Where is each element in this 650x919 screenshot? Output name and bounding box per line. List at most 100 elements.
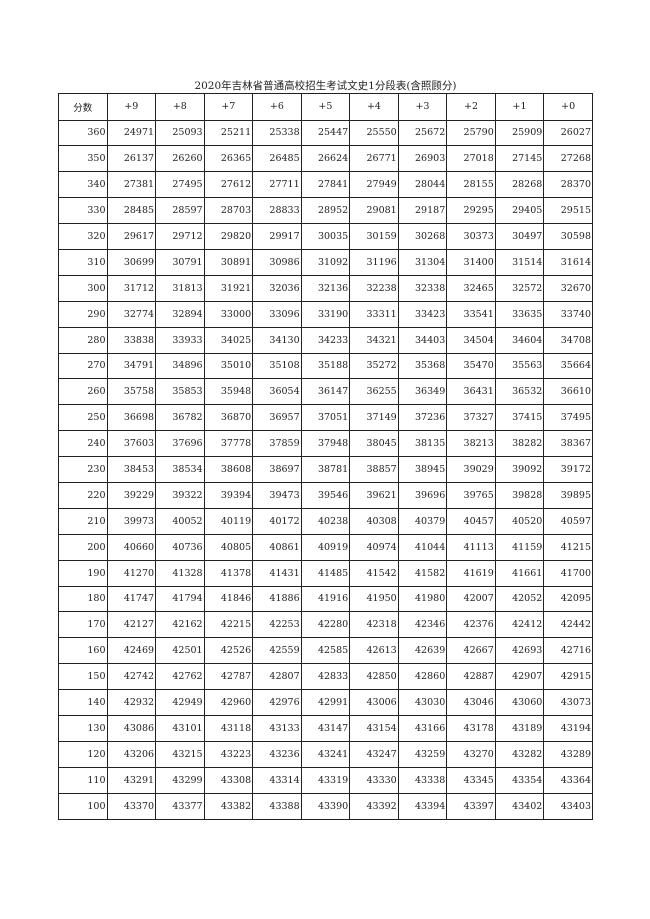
count-cell: 25093 bbox=[155, 119, 205, 147]
score-cell: 280 bbox=[58, 326, 108, 354]
score-cell: 130 bbox=[58, 714, 108, 742]
count-cell: 29712 bbox=[155, 223, 205, 250]
count-cell: 36957 bbox=[252, 404, 302, 432]
count-cell: 29515 bbox=[543, 197, 593, 225]
count-cell: 43189 bbox=[494, 714, 545, 742]
count-cell: 39322 bbox=[155, 481, 205, 509]
count-cell: 43314 bbox=[252, 766, 302, 794]
count-cell: 40457 bbox=[446, 507, 496, 535]
count-cell: 40974 bbox=[349, 533, 399, 561]
count-cell: 34130 bbox=[252, 326, 302, 354]
count-cell: 35368 bbox=[397, 352, 448, 380]
count-cell: 42742 bbox=[106, 663, 157, 691]
count-cell: 41980 bbox=[397, 585, 448, 613]
count-cell: 42887 bbox=[446, 663, 496, 691]
count-cell: 42991 bbox=[300, 689, 351, 716]
count-cell: 42376 bbox=[446, 611, 496, 639]
count-cell: 32670 bbox=[543, 274, 593, 302]
count-cell: 43282 bbox=[494, 740, 545, 768]
count-cell: 43394 bbox=[397, 792, 448, 820]
count-cell: 25909 bbox=[494, 119, 545, 147]
count-cell: 43370 bbox=[106, 792, 157, 820]
count-cell: 33838 bbox=[106, 326, 157, 354]
header-offset: +7 bbox=[203, 93, 254, 121]
count-cell: 39029 bbox=[446, 456, 496, 483]
count-cell: 33311 bbox=[349, 300, 399, 328]
count-cell: 34233 bbox=[300, 326, 351, 354]
score-cell: 160 bbox=[58, 637, 108, 665]
count-cell: 29820 bbox=[203, 223, 254, 250]
count-cell: 42095 bbox=[543, 585, 593, 613]
count-cell: 42559 bbox=[252, 637, 302, 665]
count-cell: 27145 bbox=[494, 145, 545, 173]
count-cell: 42932 bbox=[106, 689, 157, 716]
count-cell: 37149 bbox=[349, 404, 399, 432]
count-cell: 34708 bbox=[543, 326, 593, 354]
count-cell: 34604 bbox=[494, 326, 545, 354]
count-cell: 43223 bbox=[203, 740, 254, 768]
count-cell: 42716 bbox=[543, 637, 593, 665]
count-cell: 34321 bbox=[349, 326, 399, 354]
count-cell: 30699 bbox=[106, 248, 157, 276]
score-cell: 220 bbox=[58, 481, 108, 509]
score-cell: 170 bbox=[58, 611, 108, 639]
score-cell: 150 bbox=[58, 663, 108, 691]
count-cell: 42215 bbox=[203, 611, 254, 639]
count-cell: 43308 bbox=[203, 766, 254, 794]
score-cell: 310 bbox=[58, 248, 108, 276]
count-cell: 31304 bbox=[397, 248, 448, 276]
header-offset: +1 bbox=[494, 93, 545, 121]
count-cell: 39895 bbox=[543, 481, 593, 509]
table-title: 2020年吉林省普通高校招生考试文史1分段表(含照顾分) bbox=[194, 80, 457, 92]
score-cell: 260 bbox=[58, 378, 108, 406]
count-cell: 30497 bbox=[494, 223, 545, 250]
header-row: 分数 +9 +8 +7 +6 +5 +4 +3 +2 +1 +0 bbox=[58, 93, 593, 121]
count-cell: 37603 bbox=[106, 430, 157, 458]
count-cell: 41582 bbox=[397, 559, 448, 587]
count-cell: 31092 bbox=[300, 248, 351, 276]
count-cell: 38282 bbox=[494, 430, 545, 458]
count-cell: 42833 bbox=[300, 663, 351, 691]
count-cell: 27841 bbox=[300, 171, 351, 199]
score-cell: 270 bbox=[58, 352, 108, 380]
count-cell: 40308 bbox=[349, 507, 399, 535]
count-cell: 41916 bbox=[300, 585, 351, 613]
count-cell: 29081 bbox=[349, 197, 399, 225]
count-cell: 32338 bbox=[397, 274, 448, 302]
count-cell: 43060 bbox=[494, 689, 545, 716]
count-cell: 43259 bbox=[397, 740, 448, 768]
count-cell: 37051 bbox=[300, 404, 351, 432]
count-cell: 41846 bbox=[203, 585, 254, 613]
count-cell: 41215 bbox=[543, 533, 593, 561]
count-cell: 35272 bbox=[349, 352, 399, 380]
count-cell: 41619 bbox=[446, 559, 496, 587]
count-cell: 40805 bbox=[203, 533, 254, 561]
count-cell: 30598 bbox=[543, 223, 593, 250]
count-cell: 28597 bbox=[155, 197, 205, 225]
count-cell: 43030 bbox=[397, 689, 448, 716]
count-cell: 40052 bbox=[155, 507, 205, 535]
count-cell: 43364 bbox=[543, 766, 593, 794]
count-cell: 39172 bbox=[543, 456, 593, 483]
count-cell: 30035 bbox=[300, 223, 351, 250]
count-cell: 38534 bbox=[155, 456, 205, 483]
count-cell: 35188 bbox=[300, 352, 351, 380]
score-cell: 360 bbox=[58, 119, 108, 147]
count-cell: 26027 bbox=[543, 119, 593, 147]
count-cell: 42585 bbox=[300, 637, 351, 665]
count-cell: 38135 bbox=[397, 430, 448, 458]
count-cell: 29187 bbox=[397, 197, 448, 225]
count-cell: 40520 bbox=[494, 507, 545, 535]
count-cell: 42318 bbox=[349, 611, 399, 639]
count-cell: 39092 bbox=[494, 456, 545, 483]
score-cell: 290 bbox=[58, 300, 108, 328]
header-offset: +0 bbox=[543, 93, 593, 121]
count-cell: 26771 bbox=[349, 145, 399, 173]
count-cell: 30373 bbox=[446, 223, 496, 250]
count-cell: 26260 bbox=[155, 145, 205, 173]
count-cell: 37696 bbox=[155, 430, 205, 458]
count-cell: 37415 bbox=[494, 404, 545, 432]
count-cell: 37327 bbox=[446, 404, 496, 432]
score-cell: 120 bbox=[58, 740, 108, 768]
count-cell: 27381 bbox=[106, 171, 157, 199]
